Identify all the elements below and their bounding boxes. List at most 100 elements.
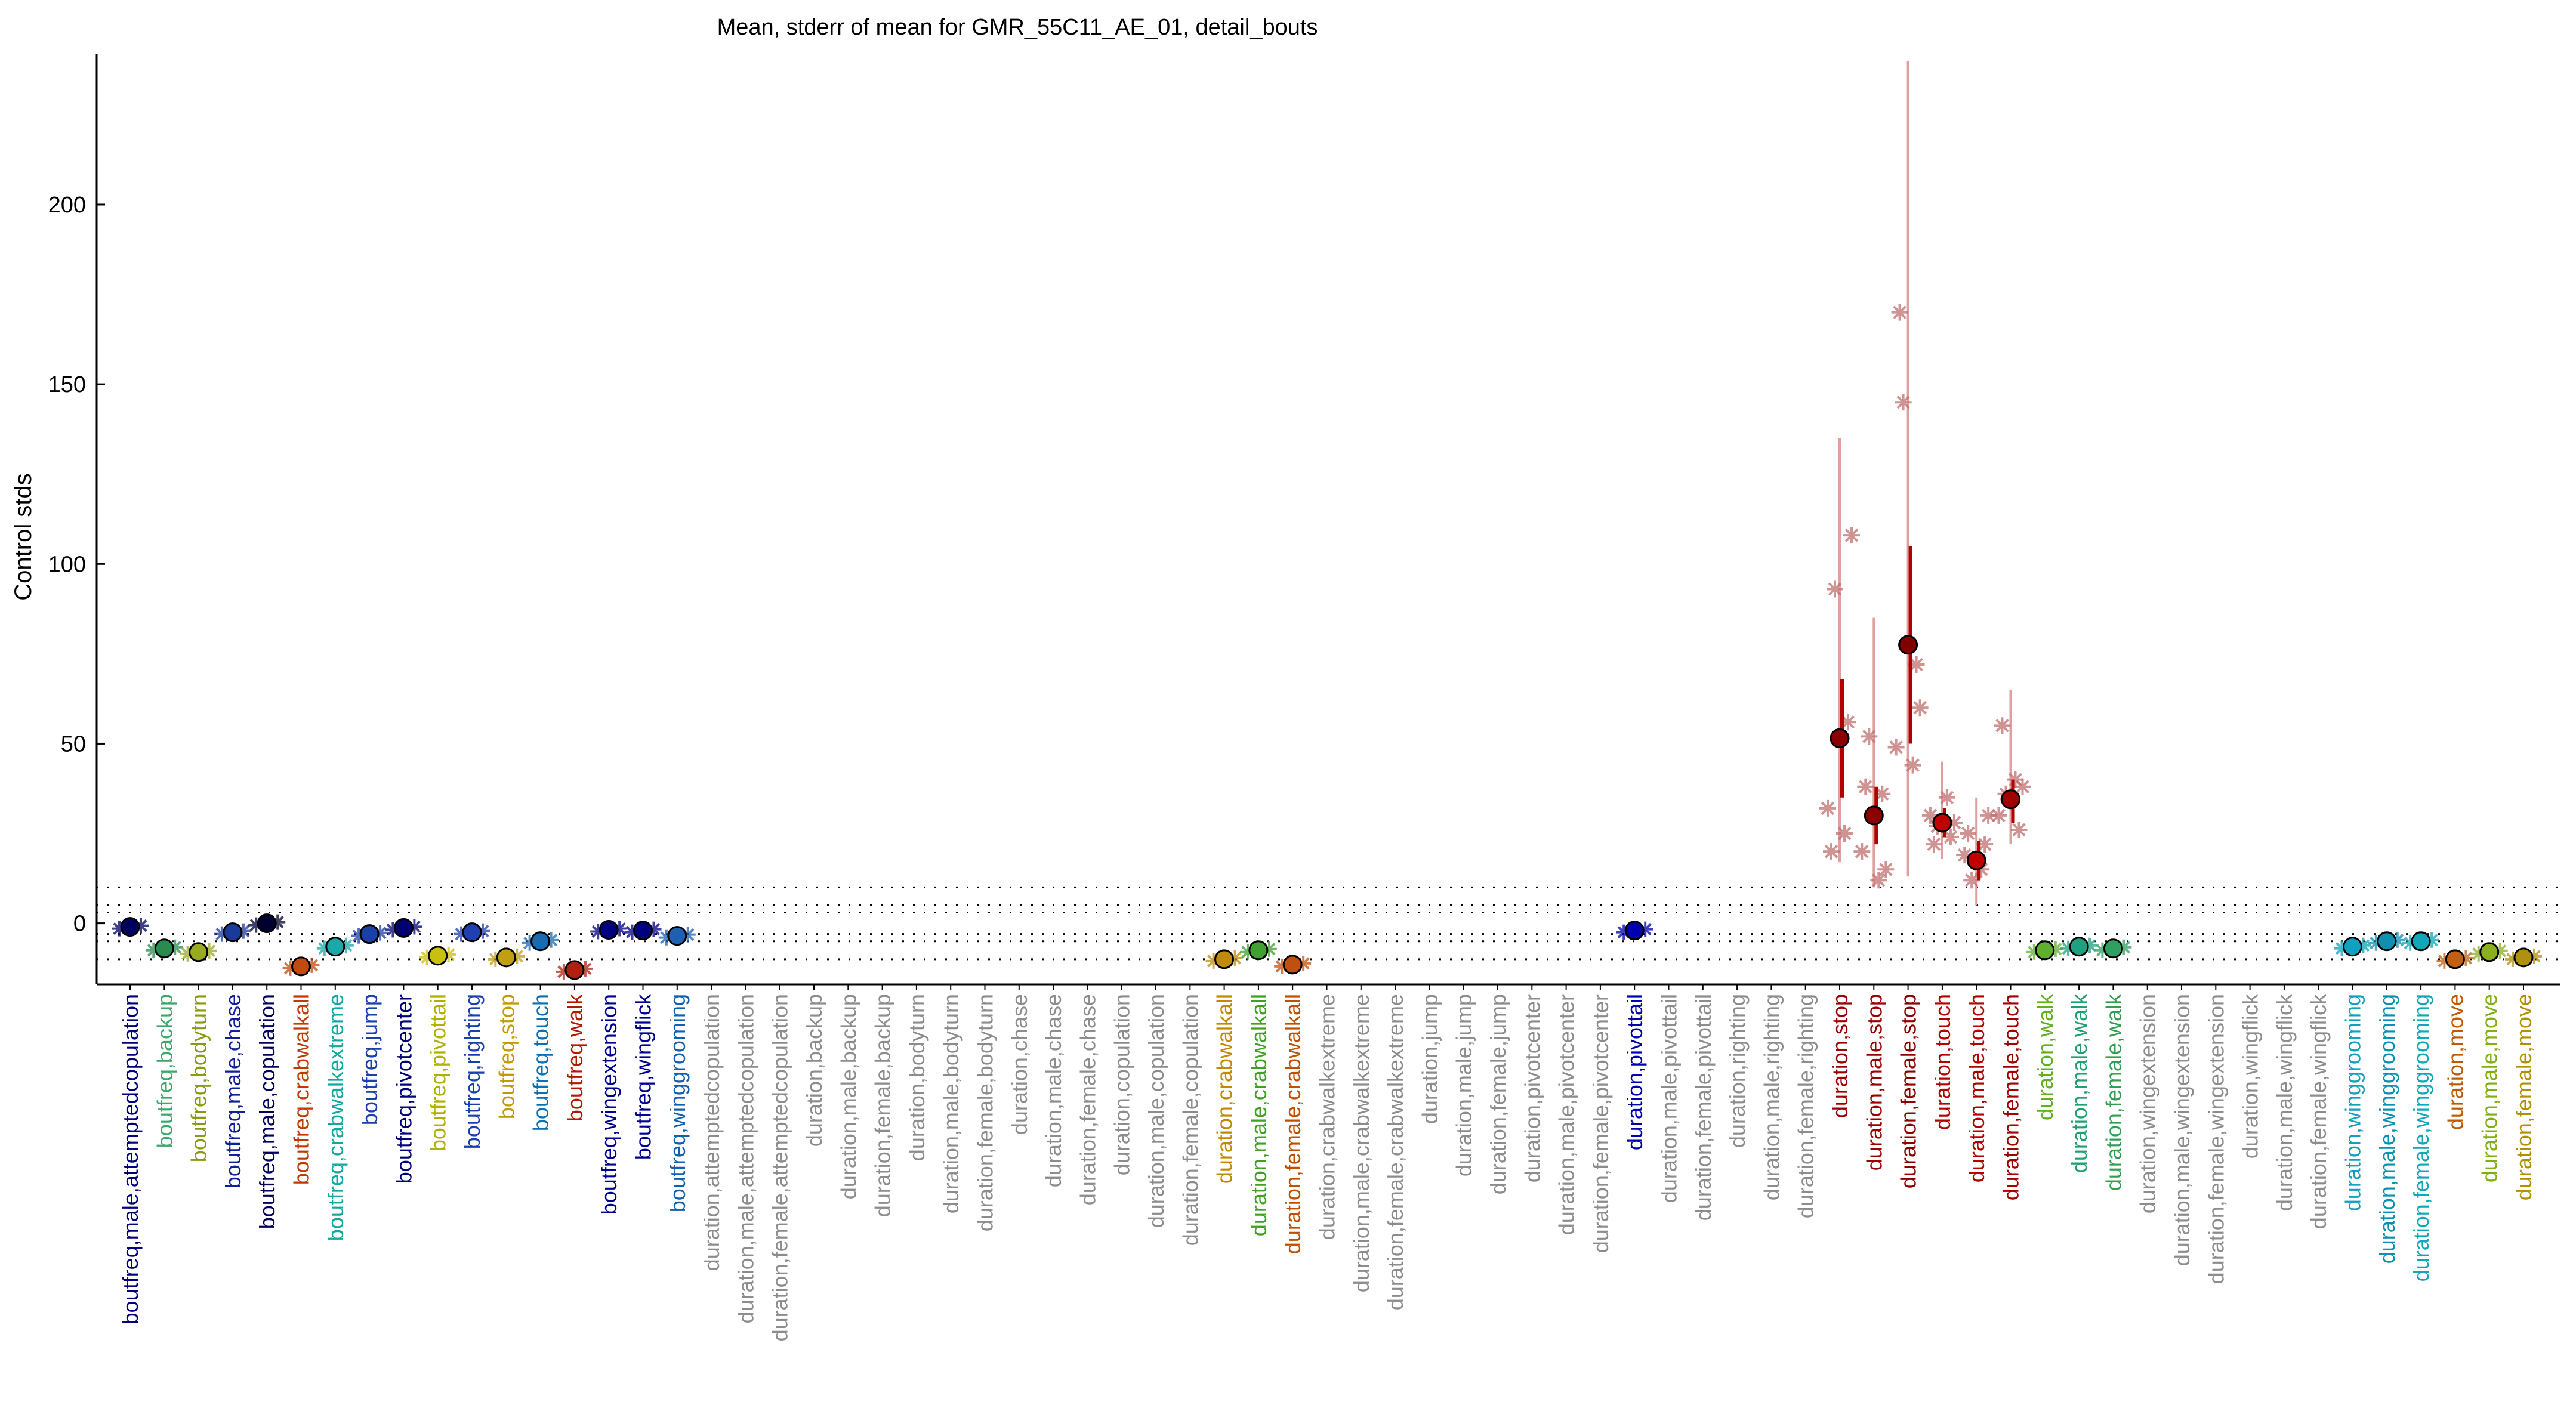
x-tick-label: duration,male,crabwalkall [1247, 994, 1271, 1236]
mean-marker [1214, 949, 1235, 969]
mean-marker [120, 917, 140, 937]
mean-marker [325, 937, 345, 957]
mean-marker [2001, 789, 2020, 810]
individual-point [1836, 825, 1853, 842]
x-tick-label: boutfreq,pivotcenter [391, 994, 416, 1184]
mean-marker [2513, 947, 2534, 968]
mean-marker [2411, 931, 2431, 952]
mean-marker [1624, 921, 1645, 941]
mean-marker [564, 960, 585, 980]
mean-marker [393, 918, 414, 938]
mean-marker [496, 947, 516, 968]
individual-point [1877, 861, 1895, 878]
x-tick-label: duration,female,pivotcenter [1588, 994, 1613, 1253]
x-tick-label: boutfreq,wingextension [597, 994, 621, 1215]
y-tick-label: 50 [61, 731, 86, 756]
individual-point [1911, 699, 1929, 717]
x-tick-label: boutfreq,winggrooming [665, 994, 690, 1212]
individual-point [1925, 836, 1942, 853]
x-tick-label: boutfreq,crabwalkextreme [323, 994, 348, 1241]
mean-marker [2445, 949, 2465, 969]
x-tick-label: duration,bodyturn [905, 994, 929, 1161]
x-tick-label: duration,female,crabwalkextreme [1383, 994, 1408, 1310]
x-tick-label: duration,male,wingextension [2170, 994, 2194, 1266]
x-tick-label: duration,jump [1417, 994, 1442, 1124]
individual-point [1870, 872, 1887, 889]
x-tick-label: boutfreq,male,chase [221, 994, 245, 1188]
y-axis-ticks: 0 50 100 150 200 [48, 193, 105, 937]
reference-lines [97, 886, 2560, 961]
axes [95, 54, 2560, 986]
x-tick-label: duration,male,jump [1452, 994, 1476, 1176]
x-tick-label: duration,male,wingflick [2272, 993, 2297, 1211]
x-tick-label: duration,female,copulation [1178, 994, 1202, 1246]
mean-marker [2343, 937, 2362, 957]
x-tick-label: boutfreq,walk [563, 993, 587, 1122]
x-tick-label: duration,male,pivottail [1657, 994, 1682, 1203]
mean-marker [154, 938, 174, 959]
x-tick-label: duration,male,chase [1041, 994, 1066, 1187]
x-tick-label: boutfreq,touch [529, 994, 553, 1131]
x-tick-label: duration,female,touch [1999, 994, 2023, 1200]
data-marks [112, 61, 2542, 980]
x-tick-label: duration,touch [1930, 994, 1955, 1130]
x-tick-label: duration,stop [1828, 994, 1852, 1118]
mean-marker [291, 956, 311, 977]
mean-marker [2479, 942, 2500, 962]
mean-marker [189, 942, 209, 962]
x-tick-label: duration,female,stop [1896, 994, 1921, 1188]
individual-point [2014, 778, 2031, 795]
x-tick-label: boutfreq,male,attemptedcopulation [118, 994, 143, 1324]
mean-marker [1248, 940, 1269, 961]
individual-point [1891, 304, 1908, 321]
mean-marker [223, 922, 243, 943]
x-tick-label: duration,pivottail [1622, 994, 1647, 1150]
x-tick-label: duration,male,bodyturn [939, 994, 963, 1213]
individual-point [1895, 394, 1912, 411]
mean-marker [530, 931, 551, 952]
x-tick-label: duration,female,pivottail [1691, 994, 1716, 1221]
x-tick-label: duration,male,stop [1862, 994, 1886, 1171]
y-tick-label: 100 [48, 552, 86, 577]
mean-marker [257, 913, 277, 934]
x-tick-label: duration,female,winggrooming [2409, 994, 2433, 1281]
mean-marker [633, 921, 653, 941]
x-tick-label: duration,crabwalkall [1213, 994, 1237, 1184]
x-tick-label: duration,female,move [2512, 994, 2536, 1200]
x-tick-label: duration,female,jump [1486, 994, 1510, 1194]
y-tick-label: 150 [48, 372, 86, 397]
x-tick-label: boutfreq,stop [494, 994, 519, 1119]
mean-marker [1932, 813, 1952, 833]
mean-marker [2377, 931, 2397, 952]
y-axis-label: Control stds [10, 473, 36, 600]
x-tick-label: duration,male,copulation [1144, 994, 1168, 1228]
x-tick-label: duration,pivotcenter [1520, 994, 1544, 1182]
individual-point [1819, 799, 1836, 817]
mean-marker [667, 926, 687, 946]
x-tick-label: duration,female,wingflick [2306, 993, 2331, 1229]
x-tick-label: duration,female,attemptedcopulation [768, 994, 792, 1341]
x-tick-label: boutfreq,righting [460, 994, 485, 1149]
x-tick-label: duration,male,crabwalkextreme [1349, 994, 1374, 1292]
x-tick-label: duration,male,backup [836, 994, 860, 1199]
individual-point [1857, 778, 1874, 795]
individual-point [1942, 829, 1959, 846]
x-tick-label: duration,female,wingextension [2204, 994, 2228, 1284]
individual-point [1994, 717, 2011, 734]
mean-marker [359, 924, 380, 944]
x-tick-label: duration,wingextension [2136, 994, 2160, 1213]
individual-point [1827, 580, 1843, 598]
x-tick-label: duration,backup [802, 994, 826, 1147]
individual-point [1990, 807, 2007, 824]
x-axis-labels: boutfreq,male,attemptedcopulation boutfre… [118, 984, 2536, 1341]
individual-point [1904, 756, 1921, 774]
individual-point [1861, 728, 1878, 745]
x-tick-label: boutfreq,male,copulation [255, 994, 279, 1229]
x-tick-label: duration,copulation [1110, 994, 1134, 1175]
mean-marker [1966, 850, 1986, 870]
mean-marker [2103, 938, 2123, 959]
x-tick-label: duration,male,winggrooming [2375, 994, 2399, 1264]
x-tick-label: duration,chase [1007, 994, 1032, 1135]
mean-marker [428, 946, 448, 966]
